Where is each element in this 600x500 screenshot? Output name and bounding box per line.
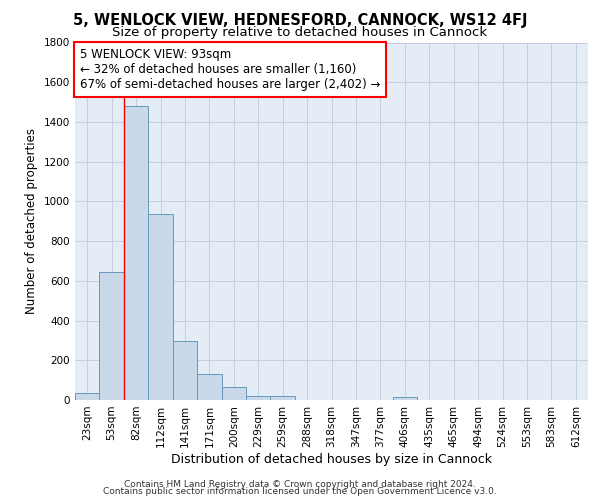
Bar xyxy=(392,397,417,400)
Text: 5, WENLOCK VIEW, HEDNESFORD, CANNOCK, WS12 4FJ: 5, WENLOCK VIEW, HEDNESFORD, CANNOCK, WS… xyxy=(73,12,527,28)
Bar xyxy=(221,387,246,400)
Bar xyxy=(271,396,295,400)
Bar xyxy=(197,374,221,400)
Bar xyxy=(173,342,197,400)
X-axis label: Distribution of detached houses by size in Cannock: Distribution of detached houses by size … xyxy=(171,452,492,466)
Bar xyxy=(100,272,124,400)
Y-axis label: Number of detached properties: Number of detached properties xyxy=(25,128,38,314)
Bar xyxy=(148,214,173,400)
Text: Size of property relative to detached houses in Cannock: Size of property relative to detached ho… xyxy=(112,26,488,39)
Bar xyxy=(124,106,148,400)
Bar xyxy=(246,396,271,400)
Bar xyxy=(75,393,100,400)
Text: Contains public sector information licensed under the Open Government Licence v3: Contains public sector information licen… xyxy=(103,487,497,496)
Text: 5 WENLOCK VIEW: 93sqm
← 32% of detached houses are smaller (1,160)
67% of semi-d: 5 WENLOCK VIEW: 93sqm ← 32% of detached … xyxy=(80,48,380,91)
Text: Contains HM Land Registry data © Crown copyright and database right 2024.: Contains HM Land Registry data © Crown c… xyxy=(124,480,476,489)
